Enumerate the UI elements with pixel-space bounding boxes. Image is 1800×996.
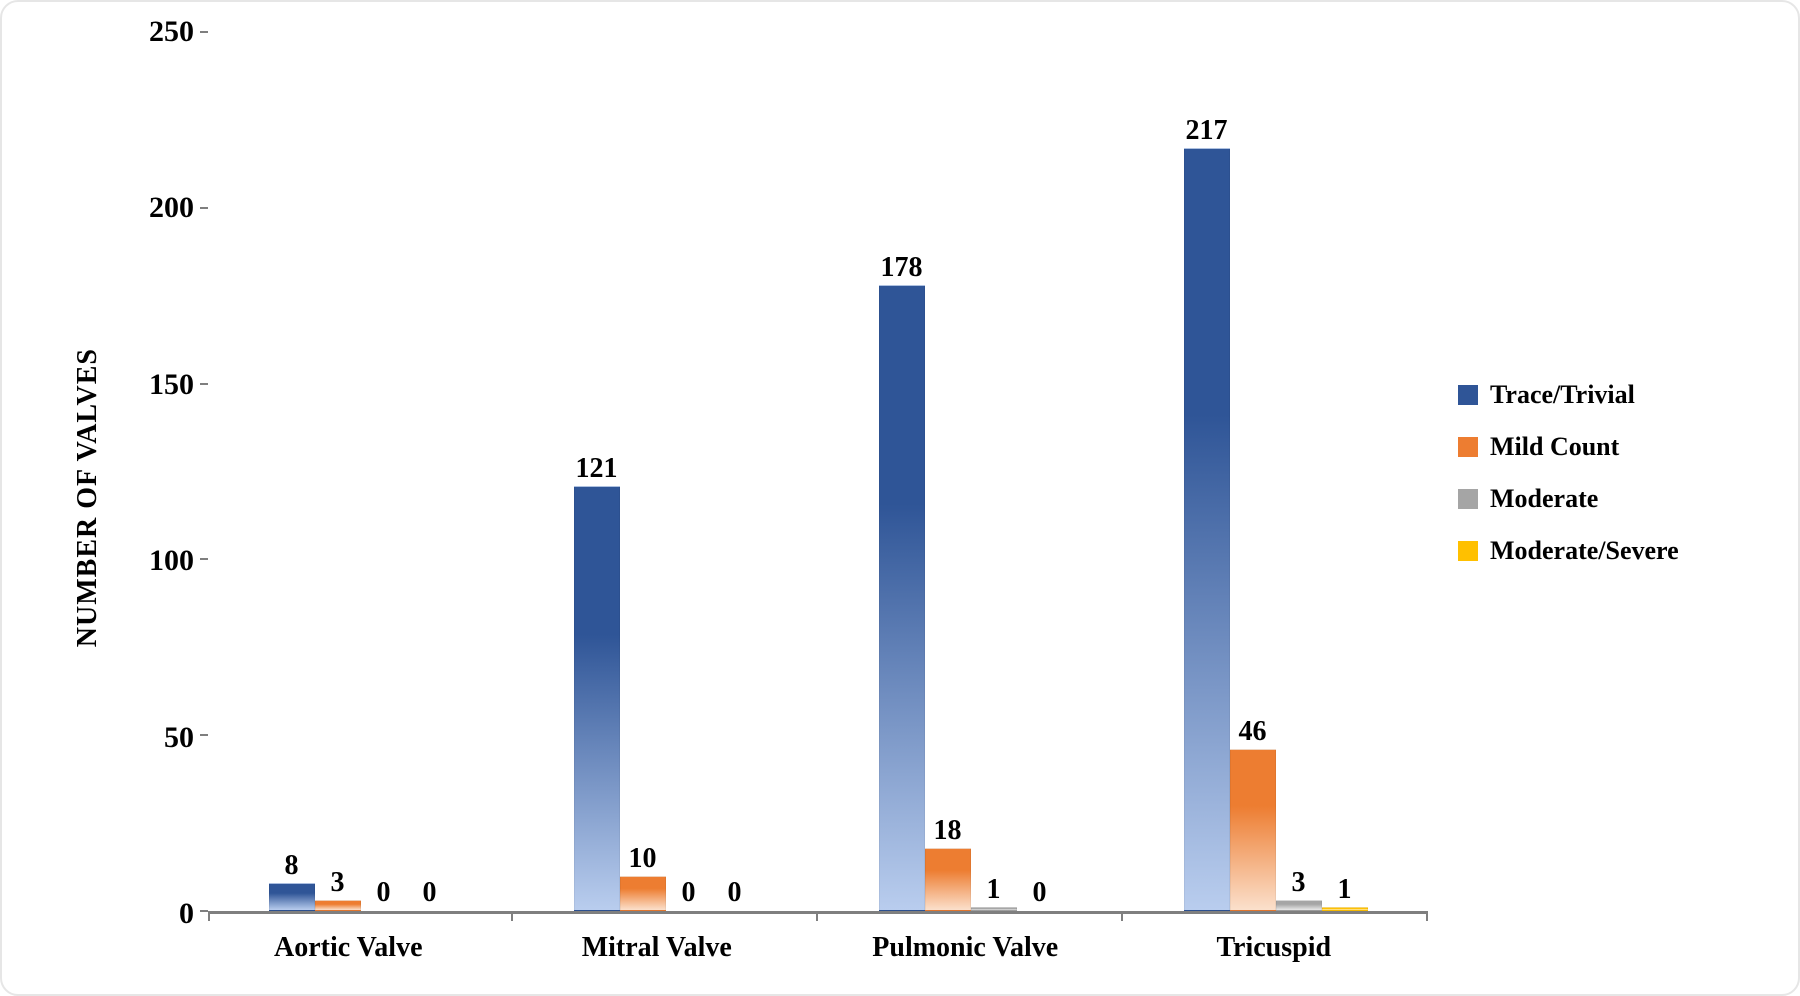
x-axis-legend-spacer (1428, 914, 1758, 964)
x-tick-mark (1426, 911, 1428, 921)
bar-value-label: 8 (285, 850, 299, 882)
bar-value-label: 10 (629, 843, 657, 875)
y-tick-mark (200, 558, 208, 560)
bar: 10 (620, 876, 666, 911)
x-axis-row: Aortic ValveMitral ValvePulmonic ValveTr… (104, 914, 1758, 964)
bar: 46 (1230, 749, 1276, 911)
legend-swatch (1458, 489, 1478, 509)
y-tick-mark (200, 734, 208, 736)
y-tick-mark (200, 31, 208, 33)
x-tick-mark (816, 911, 818, 921)
plot-column: 250200150100500 830012110001781810217463… (104, 32, 1758, 964)
y-tick-mark (200, 207, 208, 209)
x-axis-label: Pulmonic Valve (811, 914, 1120, 964)
legend-label: Mild Count (1490, 432, 1619, 462)
bar-value-label: 3 (331, 867, 345, 899)
plot-area: 8300121100017818102174631 (208, 32, 1428, 914)
bar: 1 (971, 907, 1017, 911)
legend-item: Moderate (1458, 484, 1758, 514)
legend-label: Trace/Trivial (1490, 380, 1635, 410)
bar-group: 8300 (208, 32, 513, 911)
legend-item: Trace/Trivial (1458, 380, 1758, 410)
bar: 1 (1322, 907, 1368, 911)
y-tick-label: 250 (149, 15, 194, 49)
bar-group: 1781810 (818, 32, 1123, 911)
bar-value-label: 3 (1292, 867, 1306, 899)
y-tick-mark (200, 383, 208, 385)
x-tick-mark (208, 911, 210, 921)
x-tick-mark (511, 911, 513, 921)
bar-value-label: 121 (576, 453, 618, 485)
x-axis-labels: Aortic ValveMitral ValvePulmonic ValveTr… (194, 914, 1428, 964)
bar: 3 (1276, 900, 1322, 911)
bar-value-label: 0 (377, 877, 391, 909)
bar: 121 (574, 486, 620, 911)
legend-item: Mild Count (1458, 432, 1758, 462)
plot-row: 250200150100500 830012110001781810217463… (104, 32, 1758, 914)
bar-value-label: 1 (1338, 874, 1352, 906)
bar: 217 (1184, 148, 1230, 911)
bar-value-label: 0 (728, 877, 742, 909)
bar-group: 2174631 (1123, 32, 1428, 911)
legend-swatch (1458, 385, 1478, 405)
bar: 18 (925, 848, 971, 911)
bar-value-label: 1 (987, 874, 1001, 906)
bar: 8 (269, 883, 315, 911)
legend-label: Moderate/Severe (1490, 536, 1679, 566)
chart-area: NUMBER OF VALVES 250200150100500 8300121… (62, 32, 1758, 964)
bar-value-label: 0 (423, 877, 437, 909)
x-tick-mark (1121, 911, 1123, 921)
bar-value-label: 217 (1186, 115, 1228, 147)
y-axis-label: NUMBER OF VALVES (62, 348, 104, 647)
bar-value-label: 178 (881, 252, 923, 284)
bar-group: 1211000 (513, 32, 818, 911)
legend-label: Moderate (1490, 484, 1598, 514)
bar-value-label: 46 (1239, 716, 1267, 748)
y-tick-label: 200 (149, 191, 194, 225)
y-axis-ticks: 250200150100500 (104, 32, 208, 914)
x-axis-label: Mitral Valve (503, 914, 812, 964)
y-tick-label: 0 (179, 897, 194, 931)
x-axis-label: Aortic Valve (194, 914, 503, 964)
x-axis-label: Tricuspid (1120, 914, 1429, 964)
y-tick-label: 50 (164, 721, 194, 755)
bar-value-label: 18 (934, 815, 962, 847)
bar-value-label: 0 (1033, 877, 1047, 909)
legend-swatch (1458, 437, 1478, 457)
y-tick-label: 150 (149, 368, 194, 402)
legend-item: Moderate/Severe (1458, 536, 1758, 566)
legend: Trace/Trivial Mild Count Moderate Moderate/… (1428, 32, 1758, 914)
y-tick-mark (200, 910, 208, 912)
chart-frame: NUMBER OF VALVES 250200150100500 8300121… (0, 0, 1800, 996)
bar-value-label: 0 (682, 877, 696, 909)
bar: 178 (879, 285, 925, 911)
y-tick-label: 100 (149, 544, 194, 578)
legend-swatch (1458, 541, 1478, 561)
bar: 3 (315, 900, 361, 911)
